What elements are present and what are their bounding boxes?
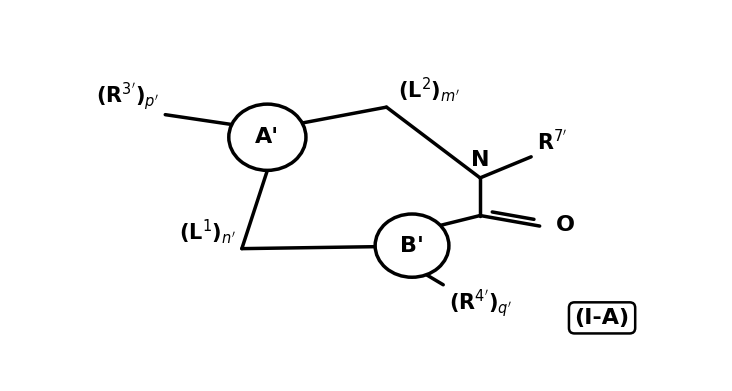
Text: N: N xyxy=(471,151,490,170)
Text: (L$^{1}$)$_{n'}$: (L$^{1}$)$_{n'}$ xyxy=(179,217,236,246)
Text: A': A' xyxy=(255,127,280,147)
Text: R$^{7'}$: R$^{7'}$ xyxy=(537,129,567,154)
Text: (R$^{4'}$)$_{q'}$: (R$^{4'}$)$_{q'}$ xyxy=(449,288,512,319)
Text: B': B' xyxy=(400,236,424,256)
Text: (I-A): (I-A) xyxy=(575,308,630,328)
Ellipse shape xyxy=(229,104,306,170)
Text: (L$^{2}$)$_{m'}$: (L$^{2}$)$_{m'}$ xyxy=(398,75,460,104)
Text: (R$^{3'}$)$_{p'}$: (R$^{3'}$)$_{p'}$ xyxy=(96,80,160,112)
Ellipse shape xyxy=(375,214,449,277)
Text: O: O xyxy=(556,215,575,235)
